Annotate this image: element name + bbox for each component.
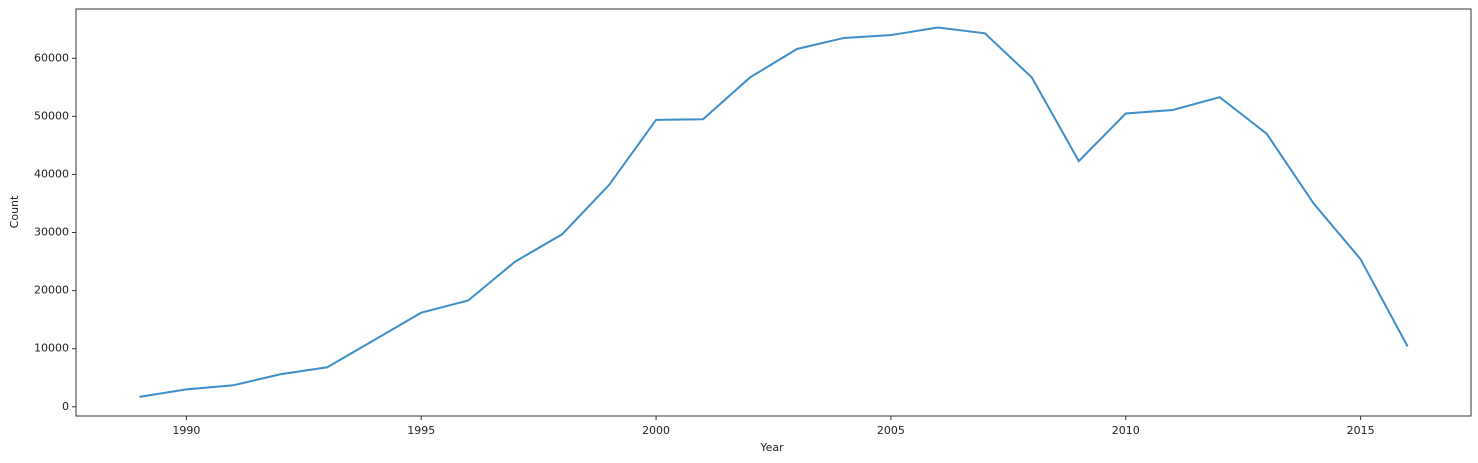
- x-tick-label: 2000: [642, 424, 670, 437]
- plot-frame: [75, 8, 1472, 417]
- x-axis-label: Year: [759, 441, 784, 454]
- y-tick-label: 50000: [34, 109, 69, 122]
- x-tick-label: 2010: [1112, 424, 1140, 437]
- y-axis-label: Count: [8, 195, 21, 228]
- x-tick-label: 1990: [172, 424, 200, 437]
- x-tick-label: 2005: [877, 424, 905, 437]
- x-tick-label: 2015: [1347, 424, 1375, 437]
- y-tick-label: 0: [62, 400, 69, 413]
- x-tick-label: 1995: [407, 424, 435, 437]
- y-tick-label: 10000: [34, 342, 69, 355]
- y-tick-label: 60000: [34, 51, 69, 64]
- y-tick-label: 20000: [34, 284, 69, 297]
- y-tick-label: 40000: [34, 167, 69, 180]
- y-tick-label: 30000: [34, 226, 69, 239]
- data-line: [139, 26, 1409, 398]
